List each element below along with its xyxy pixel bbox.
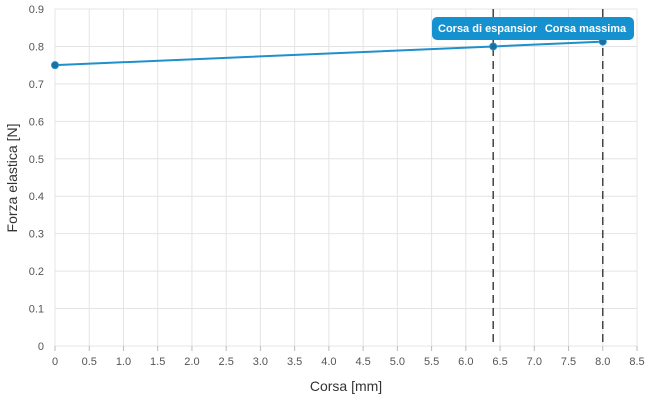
y-axis-title: Forza elastica [N] <box>4 124 20 233</box>
callout-box-corsa-espansione <box>432 17 548 40</box>
x-axis-ticks: 0 0.5 1.0 1.5 2.0 2.5 3.0 3.5 4.0 4.5 5.0 5.5 6.0 6.5… <box>52 346 645 368</box>
x-tick-label: 2.5 <box>219 356 234 368</box>
y-tick-label: 0.2 <box>29 266 44 278</box>
callout-box-corsa-massima <box>537 17 634 40</box>
x-tick-label: 4.0 <box>321 356 336 368</box>
x-tick-label: 0.5 <box>82 356 97 368</box>
callout-corsa-massima: Corsa massima <box>537 17 634 40</box>
x-tick-label: 8.5 <box>629 356 644 368</box>
x-tick-label: 1.0 <box>116 356 131 368</box>
y-tick-label: 0.3 <box>29 229 44 241</box>
x-tick-label: 6.5 <box>492 356 507 368</box>
x-tick-label: 3.5 <box>287 356 302 368</box>
y-tick-label: 0.1 <box>29 304 44 316</box>
y-tick-label: 0.7 <box>29 79 44 91</box>
y-tick-label: 0 <box>38 341 44 353</box>
data-point[interactable] <box>51 61 59 70</box>
callout-label-corsa-espansione: Corsa di espansione <box>438 23 546 35</box>
grid <box>54 8 638 347</box>
x-tick-label: 6.0 <box>458 356 473 368</box>
x-axis-title: Corsa [mm] <box>310 378 382 394</box>
y-tick-label: 0.6 <box>29 116 44 128</box>
y-tick-label: 0.8 <box>29 41 44 53</box>
y-tick-label: 0.4 <box>29 191 44 203</box>
x-tick-label: 7.5 <box>561 356 576 368</box>
marker-lines <box>492 9 604 346</box>
x-tick-label: 8.0 <box>595 356 610 368</box>
data-point[interactable] <box>489 42 498 51</box>
x-tick-label: 2.0 <box>184 356 199 368</box>
y-axis-ticks: 0 0.1 0.2 0.3 0.4 0.5 0.6 0.7 0.8 0.9 <box>29 4 44 353</box>
x-tick-label: 0 <box>52 356 58 368</box>
x-tick-label: 1.5 <box>150 356 165 368</box>
x-tick-label: 5.5 <box>424 356 439 368</box>
y-tick-label: 0.5 <box>29 154 44 166</box>
x-tick-label: 3.0 <box>253 356 268 368</box>
x-tick-label: 5.0 <box>390 356 405 368</box>
callout-label-corsa-massima: Corsa massima <box>545 23 627 35</box>
y-tick-label: 0.9 <box>29 4 44 16</box>
callout-corsa-espansione: Corsa di espansione <box>432 17 548 40</box>
x-tick-label: 7.0 <box>527 356 542 368</box>
x-tick-label: 4.5 <box>355 356 370 368</box>
